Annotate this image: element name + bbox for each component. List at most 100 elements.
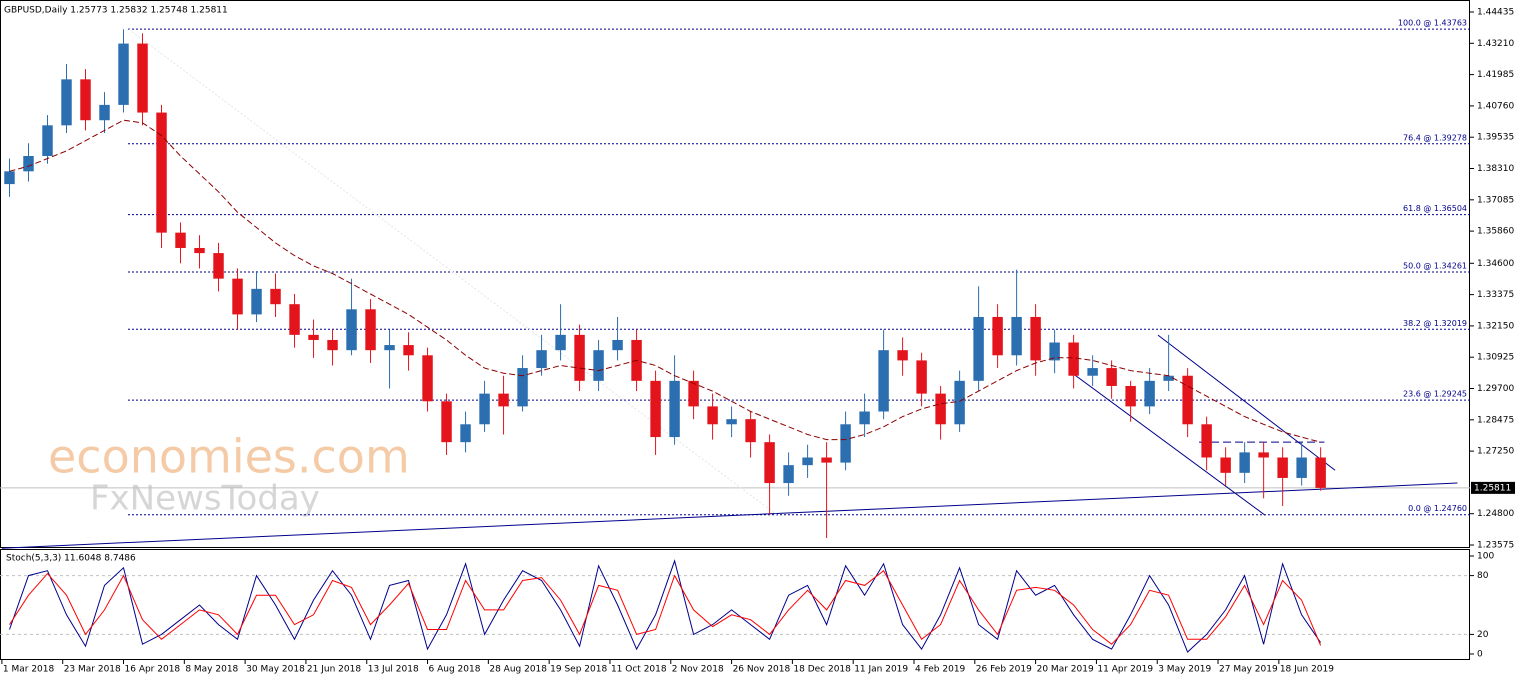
candle-body [1106,368,1117,386]
candle-body [232,278,243,315]
x-tick-label: 11 Jan 2019 [854,665,908,675]
watermark: FxNewsToday [90,479,320,519]
candle-body [4,171,15,185]
fib-label: 38.2 @ 1.32019 [1403,319,1467,328]
candle-body [441,401,452,443]
y-tick-label: 1.34600 [1477,259,1514,269]
candle-body [593,350,604,381]
candle-body [517,368,528,407]
candle-body [1125,385,1136,407]
stoch-pane-border [0,549,1470,660]
candle-body [935,393,946,425]
candle-body [213,253,224,279]
x-tick-label: 27 May 2019 [1219,665,1278,675]
trend-line [128,28,778,516]
candle-body [80,79,91,121]
candle-body [745,419,756,443]
fib-label: 76.4 @ 1.39278 [1403,133,1467,142]
x-tick-label: 8 May 2018 [185,665,238,675]
moving-average [9,119,1321,443]
candle-body [802,457,813,466]
candle-body [574,334,585,381]
candle-body [726,419,737,425]
fib-label: 23.6 @ 1.29245 [1403,390,1467,399]
candle-body [1163,375,1174,381]
candle-body [61,79,72,126]
last-price-tag [1471,481,1515,494]
stoch-line [9,569,1322,646]
candle-body [23,155,34,172]
x-tick-label: 11 Oct 2018 [611,665,667,675]
candle-body [1030,316,1041,361]
watermark: economies.com [48,430,410,484]
y-tick-label: 1.35860 [1477,227,1514,237]
watermarks: economies.com FxNewsToday [48,430,410,519]
y-tick-label: 1.41985 [1477,70,1514,80]
candle-body [783,465,794,484]
y-tick-label: 1.23575 [1477,541,1514,551]
stoch-title: Stoch(5,3,3) 11.6048 8.7486 [6,554,136,564]
candle-body [916,360,927,394]
fib-label: 61.8 @ 1.36504 [1403,204,1467,213]
y-tick-label: 1.39535 [1477,133,1514,143]
x-tick-label: 3 May 2019 [1158,665,1211,675]
candle-body [308,334,319,340]
candle-body [1277,457,1288,478]
candle-body [403,345,414,356]
candle-body [669,380,680,438]
y-tick-label: 1.28475 [1477,415,1514,425]
x-tick-label: 28 Aug 2018 [489,665,547,675]
fib-label: 0.0 @ 1.24760 [1408,504,1467,513]
y-tick-label: 1.43210 [1477,39,1514,49]
candle-body [1220,457,1231,473]
candle-body [536,350,547,369]
candle-body [99,104,110,121]
candle-body [118,43,129,105]
candle-body [194,247,205,254]
candle-body [1144,380,1155,407]
trend-line [1074,374,1266,516]
candle-body [289,304,300,335]
x-tick-label: 21 Jun 2018 [307,665,361,675]
y-tick-label: 1.30925 [1477,353,1514,363]
candle-body [327,339,338,351]
x-tick-label: 2 Nov 2018 [672,665,724,675]
stoch-y-tick-label: 0 [1477,650,1483,660]
candle-body [384,345,395,351]
stoch-line [9,559,1322,653]
candle-body [688,380,699,407]
candle-body [365,309,376,351]
x-tick-label: 16 Apr 2018 [125,665,181,675]
trend-line [1,482,1458,549]
candle-body [156,112,167,233]
candle-body [1315,457,1326,488]
candle-body [1182,375,1193,425]
x-tick-label: 1 Mar 2018 [3,665,55,675]
x-tick-label: 6 Aug 2018 [429,665,481,675]
candle-body [612,339,623,351]
x-tick-label: 4 Feb 2019 [915,665,966,675]
stoch-y-tick-label: 100 [1477,552,1494,562]
x-tick-label: 20 Mar 2019 [1037,665,1094,675]
candle-body [1258,452,1269,458]
y-tick-label: 1.24800 [1477,509,1514,519]
candle-body [42,125,53,156]
y-tick-label: 1.40760 [1477,101,1514,111]
x-tick-label: 18 Dec 2018 [793,665,851,675]
candle-body [1068,342,1079,376]
y-tick-label: 1.38310 [1477,164,1514,174]
y-tick-label: 1.37085 [1477,195,1514,205]
candle-body [992,316,1003,356]
candle-body [954,380,965,425]
y-tick-label: 1.33375 [1477,290,1514,300]
candle-body [859,411,870,425]
candle-body [1049,342,1060,361]
fib-label: 50.0 @ 1.34261 [1403,261,1467,270]
candle-body [422,355,433,402]
chart-title: GBPUSD,Daily 1.25773 1.25832 1.25748 1.2… [4,6,228,16]
x-tick-label: 18 Jun 2019 [1280,665,1334,675]
candle-body [650,380,661,438]
